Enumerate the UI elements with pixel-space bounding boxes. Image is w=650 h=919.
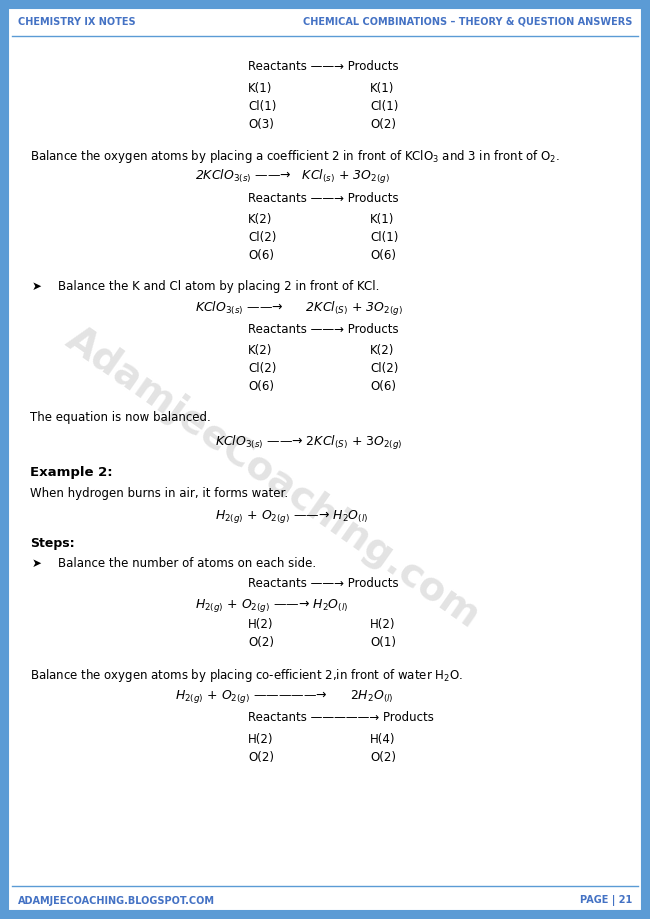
Text: ➤: ➤ bbox=[32, 280, 42, 293]
Text: $H_{2(g)}$ + $O_{2(g)}$ ——→ $H_2O_{(l)}$: $H_{2(g)}$ + $O_{2(g)}$ ——→ $H_2O_{(l)}$ bbox=[215, 508, 369, 525]
Text: Cl(1): Cl(1) bbox=[370, 100, 398, 113]
Text: Balance the oxygen atoms by placing co-efficient 2,in front of water H$_{2}$O.: Balance the oxygen atoms by placing co-e… bbox=[30, 667, 463, 684]
Text: Reactants ——→ Products: Reactants ——→ Products bbox=[248, 323, 398, 336]
Text: O(3): O(3) bbox=[248, 118, 274, 131]
Text: ➤: ➤ bbox=[32, 557, 42, 570]
Text: Reactants ——→ Products: Reactants ——→ Products bbox=[248, 60, 398, 73]
Text: Balance the oxygen atoms by placing a coefficient 2 in front of KClO$_{3}$ and 3: Balance the oxygen atoms by placing a co… bbox=[30, 148, 560, 165]
Text: The equation is now balanced.: The equation is now balanced. bbox=[30, 411, 211, 424]
Text: Cl(1): Cl(1) bbox=[248, 100, 276, 113]
Text: H(2): H(2) bbox=[248, 733, 274, 746]
Text: Cl(2): Cl(2) bbox=[370, 362, 398, 375]
Text: H(2): H(2) bbox=[248, 618, 274, 631]
Text: Reactants ——→ Products: Reactants ——→ Products bbox=[248, 577, 398, 590]
Text: K(1): K(1) bbox=[370, 213, 395, 226]
Text: O(1): O(1) bbox=[370, 636, 396, 649]
Text: Reactants ——→ Products: Reactants ——→ Products bbox=[248, 192, 398, 205]
Text: H(2): H(2) bbox=[370, 618, 395, 631]
Text: When hydrogen burns in air, it forms water.: When hydrogen burns in air, it forms wat… bbox=[30, 487, 288, 500]
Text: Cl(2): Cl(2) bbox=[248, 231, 276, 244]
Text: 2KClO$_{3(s)}$ ——→   KCl$_{(s)}$ + 3O$_{2(g)}$: 2KClO$_{3(s)}$ ——→ KCl$_{(s)}$ + 3O$_{2(… bbox=[195, 168, 390, 186]
Text: Cl(1): Cl(1) bbox=[370, 231, 398, 244]
Text: O(2): O(2) bbox=[370, 118, 396, 131]
Text: O(2): O(2) bbox=[248, 636, 274, 649]
Text: $H_{2(g)}$ + $O_{2(g)}$ —————→      $2H_2O_{(l)}$: $H_{2(g)}$ + $O_{2(g)}$ —————→ $2H_2O_{(… bbox=[175, 688, 394, 705]
Text: KClO$_{3(s)}$ ——→      2KCl$_{(S)}$ + 3O$_{2(g)}$: KClO$_{3(s)}$ ——→ 2KCl$_{(S)}$ + 3O$_{2(… bbox=[195, 300, 403, 318]
Text: Steps:: Steps: bbox=[30, 537, 75, 550]
Text: CHEMICAL COMBINATIONS – THEORY & QUESTION ANSWERS: CHEMICAL COMBINATIONS – THEORY & QUESTIO… bbox=[303, 17, 632, 27]
Text: ADAMJEECOACHING.BLOGSPOT.COM: ADAMJEECOACHING.BLOGSPOT.COM bbox=[18, 896, 215, 906]
Text: K(2): K(2) bbox=[248, 344, 272, 357]
Text: O(6): O(6) bbox=[370, 380, 396, 393]
Text: AdamjeeCoaching.com: AdamjeeCoaching.com bbox=[58, 320, 488, 636]
Text: O(6): O(6) bbox=[248, 249, 274, 262]
Text: K(1): K(1) bbox=[248, 82, 272, 95]
Text: O(6): O(6) bbox=[370, 249, 396, 262]
Text: $H_{2(g)}$ + $O_{2(g)}$ ——→ $H_2O_{(l)}$: $H_{2(g)}$ + $O_{2(g)}$ ——→ $H_2O_{(l)}$ bbox=[195, 597, 348, 614]
Text: Reactants —————→ Products: Reactants —————→ Products bbox=[248, 711, 434, 724]
Text: O(2): O(2) bbox=[370, 751, 396, 764]
Text: Example 2:: Example 2: bbox=[30, 466, 112, 479]
Text: O(2): O(2) bbox=[248, 751, 274, 764]
Text: Balance the K and Cl atom by placing 2 in front of KCl.: Balance the K and Cl atom by placing 2 i… bbox=[58, 280, 380, 293]
Text: Cl(2): Cl(2) bbox=[248, 362, 276, 375]
Text: K(2): K(2) bbox=[370, 344, 395, 357]
Text: K(1): K(1) bbox=[370, 82, 395, 95]
Text: H(4): H(4) bbox=[370, 733, 395, 746]
Text: Balance the number of atoms on each side.: Balance the number of atoms on each side… bbox=[58, 557, 316, 570]
Text: PAGE | 21: PAGE | 21 bbox=[580, 895, 632, 906]
Text: $KClO_{3(s)}$ ——→ $2KCl_{(S)}$ + $3O_{2(g)}$: $KClO_{3(s)}$ ——→ $2KCl_{(S)}$ + $3O_{2(… bbox=[215, 434, 402, 452]
Text: CHEMISTRY IX NOTES: CHEMISTRY IX NOTES bbox=[18, 17, 136, 27]
Text: K(2): K(2) bbox=[248, 213, 272, 226]
Text: O(6): O(6) bbox=[248, 380, 274, 393]
